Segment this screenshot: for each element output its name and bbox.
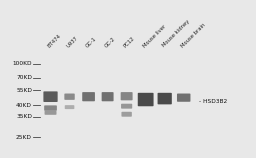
Text: BT474: BT474: [47, 33, 62, 48]
Text: Mouse brain: Mouse brain: [180, 22, 207, 48]
Text: GC-2: GC-2: [104, 36, 117, 48]
FancyBboxPatch shape: [45, 111, 57, 115]
Text: GC-1: GC-1: [85, 36, 98, 48]
FancyBboxPatch shape: [177, 94, 190, 102]
Text: PC12: PC12: [123, 35, 136, 48]
FancyBboxPatch shape: [82, 92, 95, 101]
FancyBboxPatch shape: [138, 93, 154, 106]
Text: 25KD: 25KD: [16, 135, 32, 140]
FancyBboxPatch shape: [64, 94, 75, 100]
Text: - HSD3B2: - HSD3B2: [199, 99, 228, 104]
FancyBboxPatch shape: [121, 92, 133, 100]
FancyBboxPatch shape: [102, 92, 114, 101]
Text: 35KD: 35KD: [16, 114, 32, 119]
Text: U937: U937: [66, 35, 79, 48]
Text: Mouse liver: Mouse liver: [142, 23, 167, 48]
Text: 55KD: 55KD: [16, 88, 32, 93]
FancyBboxPatch shape: [44, 105, 57, 111]
FancyBboxPatch shape: [121, 104, 132, 109]
FancyBboxPatch shape: [65, 105, 74, 109]
Text: 70KD: 70KD: [16, 75, 32, 80]
Text: 40KD: 40KD: [16, 103, 32, 108]
FancyBboxPatch shape: [157, 93, 172, 104]
Text: Mouse kidney: Mouse kidney: [161, 19, 190, 48]
FancyBboxPatch shape: [44, 91, 58, 102]
FancyBboxPatch shape: [121, 112, 132, 117]
Text: 100KD: 100KD: [13, 61, 32, 66]
